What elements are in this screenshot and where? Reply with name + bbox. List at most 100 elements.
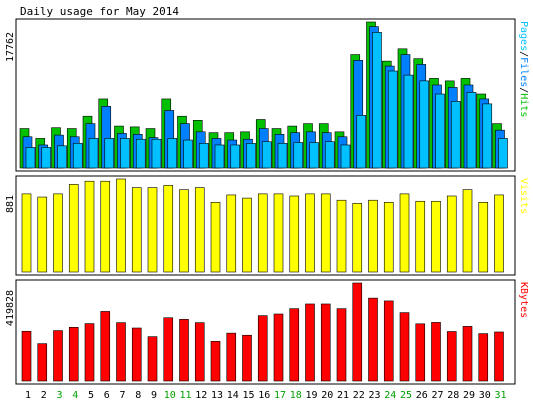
- bar-kbytes-31: [494, 331, 504, 382]
- bar-kbytes-2: [37, 343, 48, 382]
- bar-visits-15: [242, 197, 252, 273]
- ymax-label: 881: [5, 195, 16, 213]
- panel-frame: [15, 18, 516, 172]
- bar-pages-28: [450, 101, 461, 169]
- bar-kbytes-8: [131, 327, 142, 382]
- panel-frame: [15, 279, 516, 385]
- bar-kbytes-30: [478, 333, 489, 382]
- bar-kbytes-12: [194, 322, 205, 382]
- bar-pages-26: [419, 80, 430, 169]
- bar-visits-28: [446, 195, 457, 273]
- bar-pages-7: [120, 138, 130, 169]
- bar-visits-5: [84, 180, 95, 273]
- bar-pages-9: [151, 138, 162, 169]
- bar-pages-14: [230, 144, 241, 169]
- bar-pages-15: [246, 143, 256, 169]
- bar-pages-6: [104, 138, 115, 169]
- bar-pages-4: [72, 143, 83, 169]
- day-label-8: 8: [135, 390, 141, 401]
- bar-kbytes-5: [84, 323, 95, 382]
- bar-pages-18: [293, 142, 304, 169]
- bar-kbytes-9: [147, 336, 158, 382]
- panel-frame: [15, 175, 516, 276]
- bar-pages-3: [57, 145, 67, 169]
- bar-visits-12: [194, 187, 205, 273]
- bar-kbytes-19: [305, 303, 315, 382]
- legend-entry: Visits: [518, 178, 529, 214]
- bar-visits-1: [21, 193, 32, 273]
- bar-kbytes-28: [446, 331, 457, 382]
- bar-visits-8: [131, 187, 142, 273]
- bar-kbytes-27: [431, 322, 441, 382]
- bar-visits-14: [226, 194, 237, 273]
- day-label-22: 22: [353, 390, 365, 401]
- day-label-30: 30: [479, 390, 491, 401]
- day-label-7: 7: [119, 390, 125, 401]
- bar-visits-16: [257, 193, 268, 273]
- day-label-28: 28: [447, 390, 459, 401]
- day-label-17: 17: [274, 390, 286, 401]
- day-label-11: 11: [179, 390, 191, 401]
- panel-1: 17762 Pages/Files/Hits: [5, 18, 529, 172]
- bar-pages-29: [466, 92, 477, 169]
- bar-visits-19: [305, 193, 315, 273]
- bar-visits-4: [68, 184, 79, 273]
- day-label-19: 19: [305, 390, 317, 401]
- bar-kbytes-15: [242, 334, 252, 382]
- bar-visits-27: [431, 200, 441, 273]
- bar-visits-11: [179, 189, 189, 273]
- bar-kbytes-6: [100, 311, 111, 382]
- day-label-23: 23: [368, 390, 380, 401]
- bar-kbytes-24: [383, 300, 394, 382]
- bar-kbytes-13: [210, 341, 221, 382]
- bar-kbytes-20: [320, 303, 331, 382]
- bar-pages-19: [309, 142, 319, 169]
- bar-visits-23: [368, 199, 378, 273]
- panel-legend: Pages/Files/Hits: [518, 21, 529, 117]
- legend-entry: Files: [518, 57, 529, 87]
- bar-pages-8: [135, 138, 146, 169]
- day-label-14: 14: [227, 390, 239, 401]
- bar-kbytes-29: [462, 326, 473, 382]
- panel-legend: KBytes: [518, 282, 529, 318]
- bar-visits-24: [383, 202, 394, 273]
- bar-visits-30: [478, 202, 489, 273]
- day-label-10: 10: [164, 390, 176, 401]
- bar-visits-26: [415, 200, 426, 273]
- bar-kbytes-26: [415, 323, 426, 382]
- bar-pages-25: [403, 74, 414, 169]
- bar-kbytes-4: [68, 327, 79, 382]
- bar-visits-18: [289, 195, 300, 273]
- day-label-6: 6: [104, 390, 110, 401]
- legend-entry: /: [518, 87, 529, 93]
- bar-pages-11: [183, 139, 193, 169]
- bar-kbytes-25: [399, 312, 410, 382]
- bar-pages-27: [435, 93, 445, 169]
- panel-3: 419828 KBytes: [5, 279, 529, 385]
- bar-visits-7: [116, 178, 126, 273]
- legend-entry: KBytes: [518, 282, 529, 318]
- day-label-27: 27: [431, 390, 443, 401]
- bar-pages-20: [324, 141, 335, 169]
- bar-visits-13: [210, 202, 221, 273]
- day-label-3: 3: [56, 390, 62, 401]
- bar-pages-22: [356, 115, 367, 169]
- day-label-24: 24: [384, 390, 396, 401]
- bar-kbytes-3: [53, 330, 63, 382]
- bar-pages-10: [167, 138, 178, 169]
- day-label-9: 9: [151, 390, 157, 401]
- bar-pages-31: [498, 138, 508, 169]
- bar-visits-17: [273, 193, 284, 273]
- ymax-label: 17762: [5, 32, 16, 62]
- bar-kbytes-11: [179, 319, 189, 382]
- bar-pages-24: [387, 70, 398, 169]
- bar-pages-13: [214, 144, 225, 169]
- panel-2: 881 Visits: [5, 175, 529, 276]
- legend-entry: Pages: [518, 21, 529, 51]
- bar-pages-30: [482, 103, 493, 169]
- bar-kbytes-17: [273, 313, 284, 382]
- bar-visits-21: [336, 199, 347, 273]
- day-label-13: 13: [211, 390, 223, 401]
- bar-kbytes-18: [289, 308, 300, 382]
